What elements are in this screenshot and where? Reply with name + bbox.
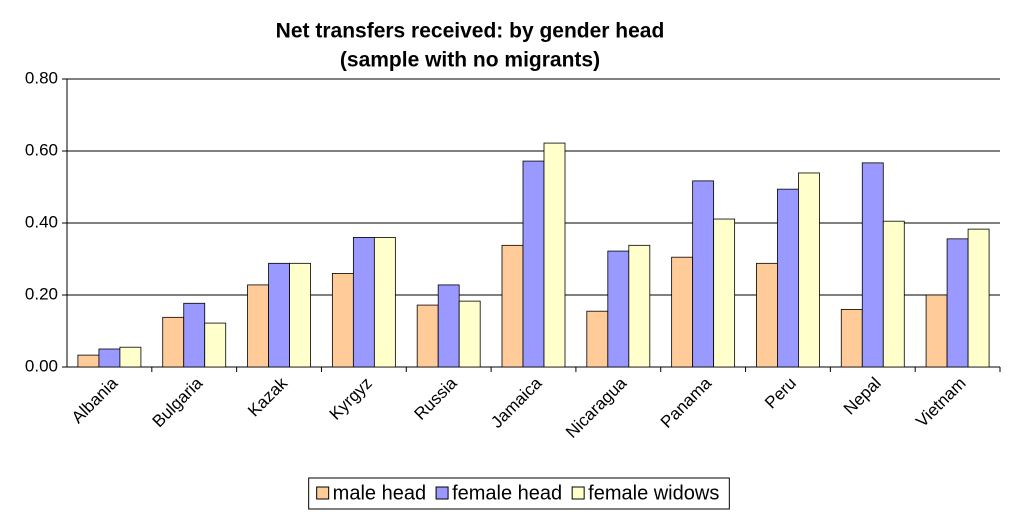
bar (671, 256, 694, 368)
chart-subtitle: (sample with no migrants) (340, 49, 600, 72)
legend-swatch (571, 486, 585, 500)
y-tick-label: 0.20 (25, 284, 58, 303)
bar (925, 294, 948, 368)
legend-label: female widows (588, 482, 719, 504)
bar (458, 300, 481, 368)
bar (543, 142, 566, 368)
x-tick-label: Bulgaria (149, 373, 207, 431)
x-tick-label: Nicaragua (562, 373, 631, 442)
bar (268, 262, 290, 368)
bar (522, 160, 545, 368)
x-tick-label: Kazak (244, 373, 291, 420)
bar (501, 244, 524, 368)
y-tick-label: 0.80 (25, 68, 58, 87)
x-tick-label: Albania (68, 373, 122, 427)
bar (183, 302, 206, 368)
bar (77, 354, 100, 368)
x-tick-label: Peru (761, 374, 800, 413)
chart-title: Net transfers received: by gender head (276, 20, 665, 43)
bar (247, 284, 269, 368)
bar (437, 284, 460, 368)
legend-box (308, 477, 730, 510)
bar (756, 262, 778, 368)
y-tick-label: 0.40 (25, 212, 58, 231)
bar (289, 262, 311, 368)
x-tick-label: Kyrgyz (326, 374, 376, 424)
legend: male head female head female widows (308, 477, 730, 510)
x-tick-label: Russia (410, 373, 461, 424)
bar (352, 236, 375, 368)
x-tick-label: Vietnam (912, 374, 969, 431)
legend-swatch (316, 486, 330, 500)
y-tick-label: 0.60 (25, 140, 58, 159)
bar (373, 236, 396, 368)
bar (882, 220, 905, 368)
x-tick-label: Nepal (840, 374, 885, 419)
bar (628, 244, 651, 368)
bar (416, 304, 439, 368)
bar (713, 218, 736, 368)
bar (840, 308, 863, 368)
legend-label: male head (333, 482, 426, 504)
bar (777, 188, 799, 368)
bar (692, 180, 715, 368)
legend-label: female head (452, 482, 562, 504)
bar (798, 172, 820, 368)
legend-swatch (435, 486, 449, 500)
bar (586, 310, 609, 368)
bar (607, 250, 630, 368)
bar (162, 316, 185, 368)
bar (967, 228, 990, 368)
bar (331, 272, 354, 368)
bar (861, 162, 884, 368)
x-tick-label: Panama (657, 373, 716, 432)
bar (98, 348, 121, 368)
bar (119, 346, 142, 368)
bar (204, 322, 227, 368)
y-tick-label: 0.00 (25, 356, 58, 375)
x-tick-label: Jamaica (487, 373, 546, 432)
bar (946, 238, 969, 368)
